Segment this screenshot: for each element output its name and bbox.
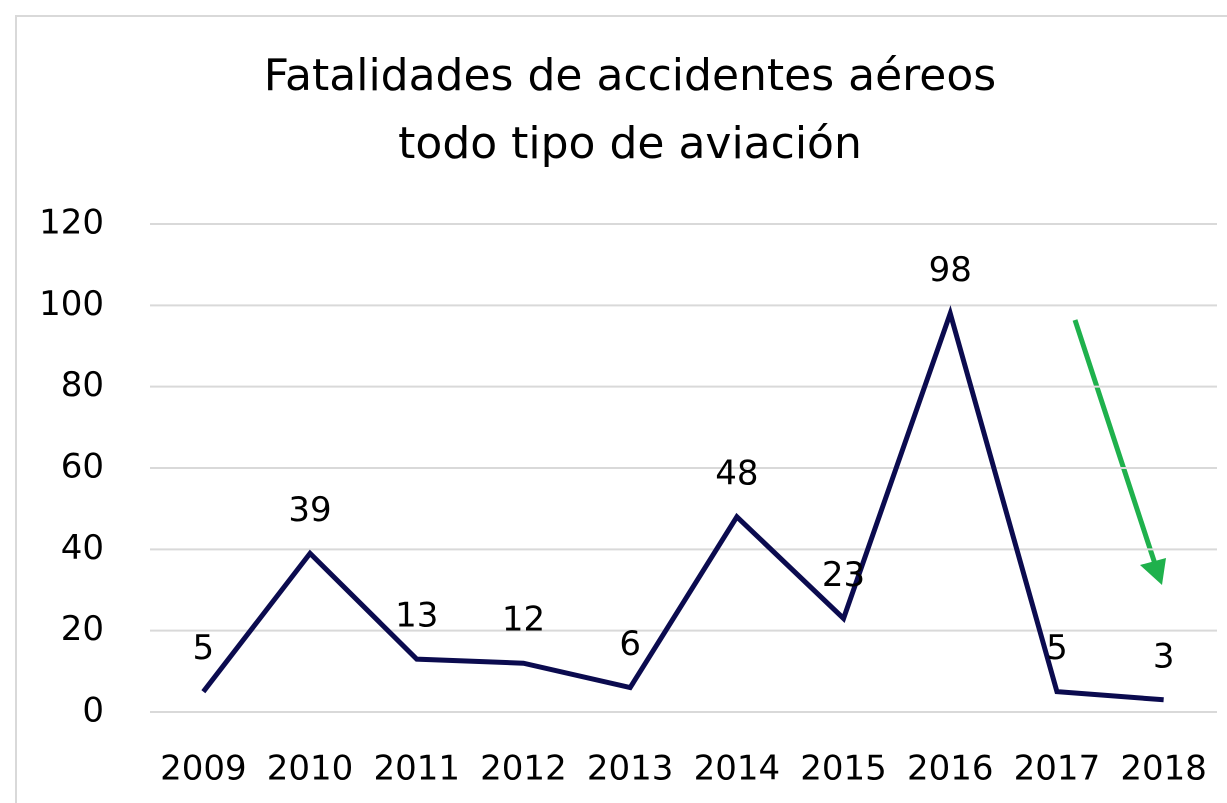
y-tick-label: 120 — [39, 203, 104, 243]
data-label: 23 — [822, 555, 865, 595]
chart-title: Fatalidades de accidentes aéreos — [264, 50, 996, 101]
x-tick-label: 2012 — [480, 749, 567, 789]
x-tick-label: 2015 — [800, 749, 887, 789]
x-tick-label: 2016 — [907, 749, 994, 789]
y-tick-label: 60 — [61, 447, 104, 487]
x-tick-label: 2011 — [373, 749, 460, 789]
data-label: 5 — [1046, 628, 1068, 668]
line — [201, 305, 1164, 703]
y-tick-label: 0 — [82, 691, 104, 731]
annotation-arrow — [1072, 319, 1166, 585]
x-tick-label: 2010 — [267, 749, 354, 789]
chart-title: todo tipo de aviación — [398, 118, 862, 169]
data-label: 98 — [929, 250, 972, 290]
x-tick-label: 2017 — [1014, 749, 1101, 789]
data-label: 3 — [1153, 636, 1175, 676]
x-tick-label: 2014 — [694, 749, 781, 789]
y-tick-label: 80 — [61, 365, 104, 405]
x-tick-label: 2009 — [160, 749, 247, 789]
y-tick-label: 100 — [39, 284, 104, 324]
data-label: 48 — [715, 453, 758, 493]
data-label: 39 — [288, 490, 331, 530]
x-tick-label: 2018 — [1120, 749, 1207, 789]
y-tick-label: 40 — [61, 528, 104, 568]
x-tick-label: 2013 — [587, 749, 674, 789]
data-label: 6 — [619, 624, 641, 664]
data-label: 12 — [502, 600, 545, 640]
data-label: 5 — [193, 628, 215, 668]
data-label: 13 — [395, 596, 438, 636]
y-tick-label: 20 — [61, 609, 104, 649]
